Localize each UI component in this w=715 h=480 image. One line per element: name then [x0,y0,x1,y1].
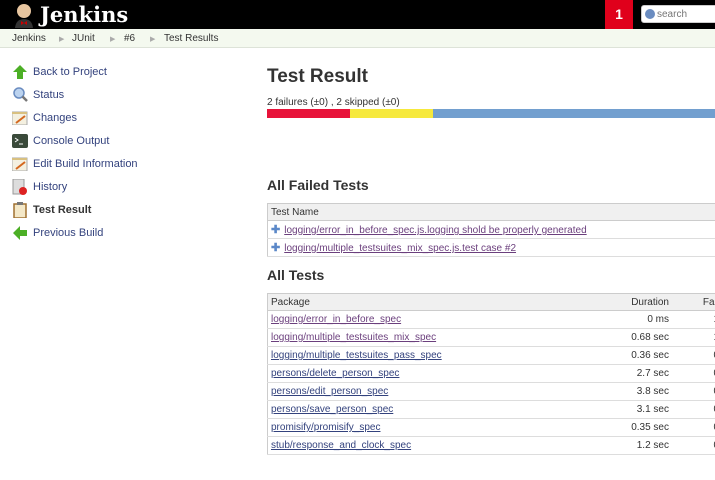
package-link[interactable]: logging/multiple_testsuites_mix_spec [271,332,437,343]
column-header-duration[interactable]: Duration [592,293,672,311]
duration-cell: 1.2 sec [592,436,672,455]
search-icon [645,9,655,19]
duration-cell: 0.36 sec [592,346,672,365]
sidebar-item-status[interactable]: Status [12,83,138,106]
expand-icon[interactable]: ✚ [271,242,281,254]
fail-count-cell: 0 [672,418,715,437]
breadcrumb-build[interactable]: #6 [124,33,136,44]
breadcrumb-jenkins[interactable]: Jenkins [12,33,46,44]
arrow-up-icon [12,64,28,80]
table-row: promisify/promisify_spec 0.35 sec0 [267,418,715,437]
failed-tests-table: Test Name ✚ logging/error_in_before_spec.… [267,203,715,257]
column-header-fail[interactable]: Fail [672,293,715,311]
test-result-bar [267,109,715,118]
package-link[interactable]: stub/response_and_clock_spec [271,440,412,451]
notification-badge[interactable]: 1 [605,0,633,29]
fail-count-cell: 0 [672,400,715,419]
brand-title[interactable]: Jenkins [40,2,129,27]
sidebar-item-test-result[interactable]: Test Result [12,198,138,221]
table-row: logging/error_in_before_spec 0 ms1 [267,310,715,329]
table-row: persons/delete_person_spec 2.7 sec0 [267,364,715,383]
sidebar-item-label: History [33,180,68,193]
package-link[interactable]: persons/delete_person_spec [271,368,400,379]
fail-count-cell: 0 [672,382,715,401]
table-row: logging/multiple_testsuites_pass_spec 0.3… [267,346,715,365]
breadcrumb-separator: ▶ [150,36,156,43]
failed-test-link[interactable]: logging/multiple_testsuites_mix_spec.js.… [284,243,517,254]
duration-cell: 3.1 sec [592,400,672,419]
terminal-icon [12,133,28,149]
breadcrumb-test-results[interactable]: Test Results [164,33,219,44]
arrow-left-icon [12,225,28,241]
sidebar-item-label: Test Result [33,203,92,216]
skip-segment [349,109,433,118]
table-row: ✚ logging/error_in_before_spec.js.logging… [267,220,715,239]
fail-count-cell: 0 [672,346,715,365]
fail-count-cell: 0 [672,436,715,455]
failed-tests-heading: All Failed Tests [267,177,369,193]
search-input[interactable] [657,7,715,21]
header: Jenkins 1 [0,0,715,29]
fail-segment [267,109,350,118]
sidebar-item-label: Status [33,88,65,101]
sidebar: Back to Project Status Changes Console O… [12,60,138,244]
sidebar-item-label: Back to Project [33,65,107,78]
duration-cell: 0 ms [592,310,672,329]
duration-cell: 2.7 sec [592,364,672,383]
page-title: Test Result [267,66,369,87]
jenkins-logo-icon[interactable] [12,2,36,28]
duration-cell: 0.68 sec [592,328,672,347]
sidebar-item-label: Previous Build [33,226,104,239]
fail-count-cell: 1 [672,328,715,347]
sidebar-item-changes[interactable]: Changes [12,106,138,129]
table-row: stub/response_and_clock_spec 1.2 sec0 [267,436,715,455]
notepad-icon [12,110,28,126]
breadcrumb-junit[interactable]: JUnit [72,33,95,44]
sidebar-item-console-output[interactable]: Console Output [12,129,138,152]
notepad-icon [12,156,28,172]
history-icon [12,178,28,195]
breadcrumb-separator: ▶ [110,36,116,43]
expand-icon[interactable]: ✚ [271,224,281,236]
search-box[interactable] [641,5,715,23]
failed-test-link[interactable]: logging/error_in_before_spec.js.logging … [284,225,587,236]
sidebar-item-edit-build-information[interactable]: Edit Build Information [12,152,138,175]
package-link[interactable]: persons/save_person_spec [271,404,394,415]
sidebar-item-history[interactable]: History [12,175,138,198]
sidebar-item-label: Changes [33,111,78,124]
test-summary: 2 failures (±0) , 2 skipped (±0) [267,97,400,108]
duration-cell: 0.35 sec [592,418,672,437]
fail-count-cell: 0 [672,364,715,383]
package-link[interactable]: persons/edit_person_spec [271,386,389,397]
sidebar-item-label: Edit Build Information [33,157,138,170]
clipboard-icon [12,201,28,218]
column-header-package[interactable]: Package [267,293,592,311]
pass-segment [432,109,715,118]
breadcrumb: Jenkins ▶ JUnit ▶ #6 ▶ Test Results [0,29,715,48]
breadcrumb-separator: ▶ [59,36,65,43]
package-link[interactable]: logging/multiple_testsuites_pass_spec [271,350,442,361]
package-link[interactable]: logging/error_in_before_spec [271,314,402,325]
table-row: persons/edit_person_spec 3.8 sec0 [267,382,715,401]
package-link[interactable]: promisify/promisify_spec [271,422,381,433]
all-tests-heading: All Tests [267,267,325,283]
sidebar-item-label: Console Output [33,134,110,147]
duration-cell: 3.8 sec [592,382,672,401]
table-row: persons/save_person_spec 3.1 sec0 [267,400,715,419]
table-row: logging/multiple_testsuites_mix_spec 0.68… [267,328,715,347]
all-tests-table: Package Duration Fail logging/error_in_b… [267,293,715,455]
column-header-test-name: Test Name [267,203,715,221]
fail-count-cell: 1 [672,310,715,329]
sidebar-item-previous-build[interactable]: Previous Build [12,221,138,244]
table-row: ✚ logging/multiple_testsuites_mix_spec.js… [267,238,715,257]
sidebar-item-back-to-project[interactable]: Back to Project [12,60,138,83]
magnifier-icon [12,87,28,103]
